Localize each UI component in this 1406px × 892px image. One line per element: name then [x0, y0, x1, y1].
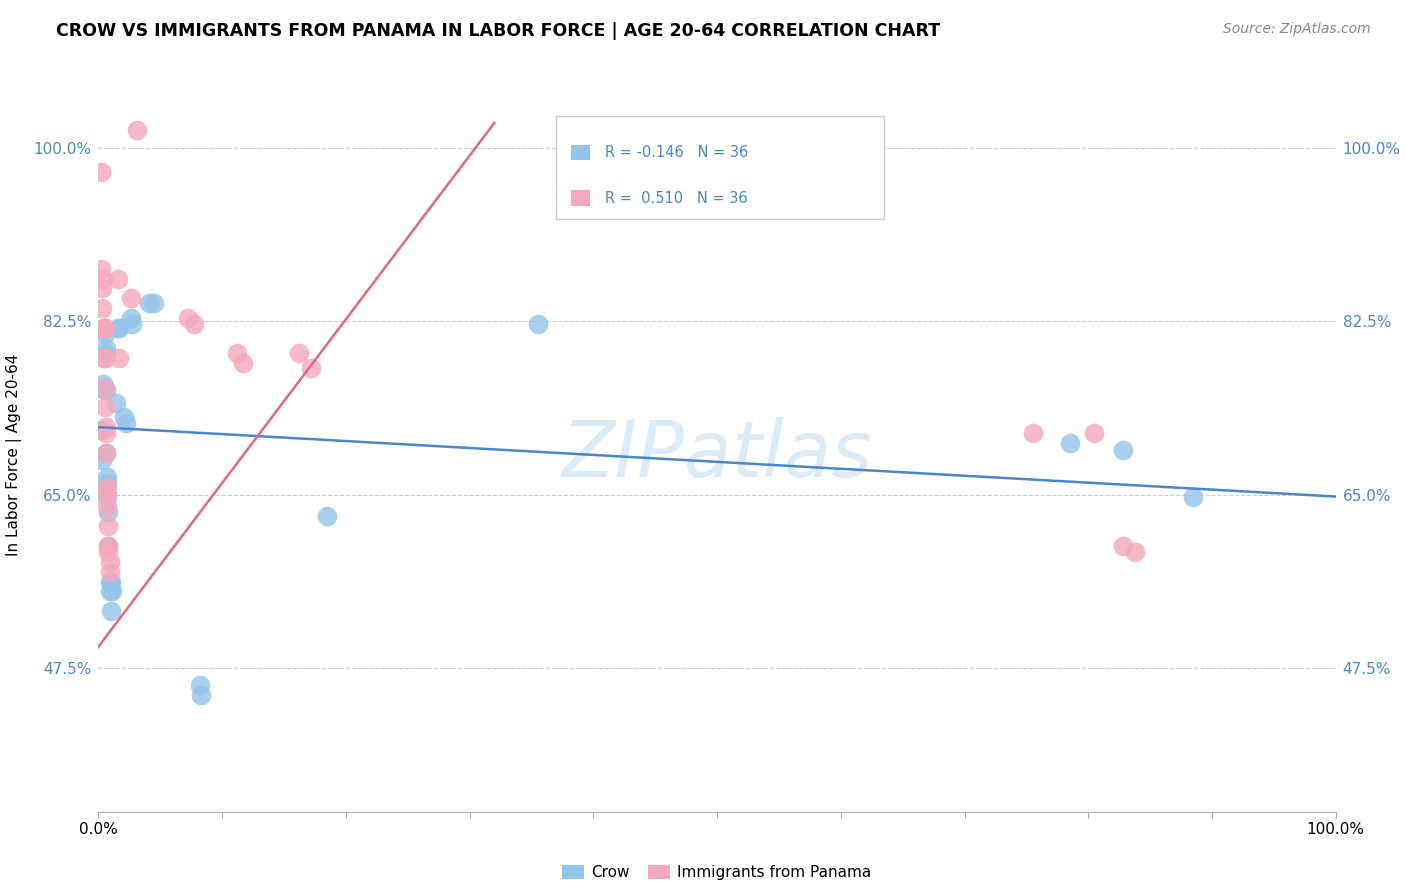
Point [96, 490, 118, 504]
Point [93, 321, 115, 335]
Point [97, 519, 120, 533]
Point [93, 321, 115, 335]
Point [1083, 426, 1105, 441]
Point [98, 555, 121, 569]
Point [93, 380, 115, 394]
Text: CROW VS IMMIGRANTS FROM PANAMA IN LABOR FORCE | AGE 20-64 CORRELATION CHART: CROW VS IMMIGRANTS FROM PANAMA IN LABOR … [56, 22, 941, 40]
Point [94, 346, 117, 360]
FancyBboxPatch shape [557, 116, 884, 219]
Point [94, 384, 117, 398]
Point [96, 469, 118, 483]
Point [93, 321, 115, 335]
Point [288, 346, 311, 360]
Point [94, 446, 117, 460]
Point [90, 261, 112, 276]
Point [108, 351, 131, 365]
Point [93, 351, 115, 365]
Point [143, 296, 166, 310]
Point [138, 296, 160, 310]
Point [108, 321, 131, 335]
Point [107, 271, 129, 285]
Point [97, 539, 120, 553]
Point [94, 420, 117, 434]
Point [120, 311, 142, 326]
Point [97, 539, 120, 553]
Point [100, 574, 122, 589]
Point [93, 376, 115, 391]
Text: ZIPatlas: ZIPatlas [561, 417, 873, 493]
Point [93, 401, 115, 415]
FancyBboxPatch shape [571, 190, 591, 206]
Point [1112, 442, 1135, 457]
Point [125, 123, 148, 137]
Point [94, 446, 117, 460]
Point [97, 505, 120, 519]
Text: R = -0.146   N = 36: R = -0.146 N = 36 [605, 145, 748, 160]
Point [93, 382, 115, 396]
Point [96, 500, 118, 514]
Point [121, 317, 143, 331]
Text: Source: ZipAtlas.com: Source: ZipAtlas.com [1223, 22, 1371, 37]
Point [232, 356, 254, 370]
Point [526, 317, 548, 331]
Point [101, 583, 124, 598]
Point [112, 410, 135, 425]
Point [94, 426, 117, 441]
Point [91, 301, 114, 316]
Point [91, 281, 114, 295]
Point [98, 574, 121, 589]
Point [93, 271, 115, 285]
Point [188, 678, 211, 692]
Legend: Crow, Immigrants from Panama: Crow, Immigrants from Panama [557, 858, 877, 886]
Point [176, 311, 198, 326]
Point [226, 346, 249, 360]
Point [96, 475, 118, 490]
Point [316, 509, 339, 524]
Point [93, 351, 115, 365]
Point [190, 688, 212, 702]
Point [93, 326, 115, 341]
Point [1059, 436, 1081, 450]
Point [94, 341, 117, 355]
Point [1112, 539, 1135, 553]
Point [91, 453, 114, 467]
Point [183, 317, 205, 331]
Point [107, 321, 129, 335]
Point [299, 360, 322, 375]
Point [98, 565, 121, 579]
Text: R =  0.510   N = 36: R = 0.510 N = 36 [605, 191, 748, 206]
Point [114, 416, 136, 430]
Point [98, 583, 121, 598]
Point [120, 291, 142, 305]
Point [90, 423, 112, 437]
Point [96, 480, 118, 494]
Point [104, 396, 127, 410]
Point [1182, 490, 1205, 504]
Point [97, 545, 120, 559]
Point [100, 603, 122, 617]
FancyBboxPatch shape [571, 145, 591, 161]
Y-axis label: In Labor Force | Age 20-64: In Labor Force | Age 20-64 [7, 354, 22, 556]
Point [1123, 545, 1146, 559]
Point [1021, 426, 1043, 441]
Point [90, 165, 112, 179]
Point [96, 485, 118, 500]
